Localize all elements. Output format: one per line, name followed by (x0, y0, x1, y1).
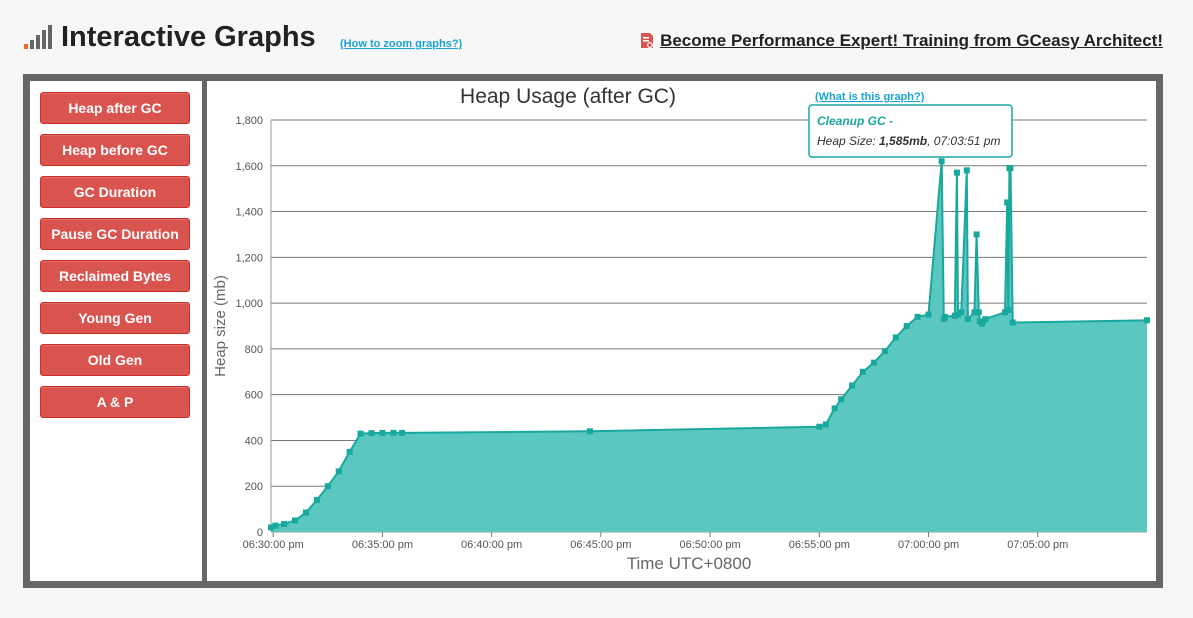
data-point[interactable] (586, 428, 593, 435)
data-point[interactable] (860, 368, 867, 375)
graph-selector-sidebar: Heap after GC Heap before GC GC Duration… (30, 81, 202, 581)
data-point[interactable] (941, 313, 948, 320)
heap-before-gc-button[interactable]: Heap before GC (40, 134, 190, 166)
data-point[interactable] (281, 520, 288, 527)
a-and-p-button[interactable]: A & P (40, 386, 190, 418)
data-point[interactable] (292, 517, 299, 524)
data-point[interactable] (881, 348, 888, 355)
tooltip-title: Cleanup GC - (817, 114, 893, 128)
reclaimed-bytes-button[interactable]: Reclaimed Bytes (40, 260, 190, 292)
heap-area (271, 161, 1147, 532)
x-axis-label: Time UTC+0800 (627, 554, 752, 573)
x-tick-label: 07:00:00 pm (898, 539, 959, 551)
graph-container: Heap after GC Heap before GC GC Duration… (23, 74, 1163, 588)
x-tick-label: 07:05:00 pm (1007, 539, 1068, 551)
y-axis-ticks: 0 200 400 600 800 1,000 1,200 1,400 1,600 1,800 (235, 115, 263, 539)
y-tick-label: 200 (245, 481, 263, 493)
data-point[interactable] (346, 448, 353, 455)
data-point[interactable] (938, 158, 945, 165)
data-point[interactable] (958, 309, 965, 316)
chart-panel: Heap Usage (after GC) (What is this grap… (207, 81, 1156, 581)
data-point[interactable] (268, 524, 274, 531)
data-point[interactable] (831, 405, 838, 412)
data-point[interactable] (982, 316, 989, 323)
tooltip-time: , 07:03:51 pm (927, 134, 1000, 148)
x-tick-label: 06:55:00 pm (789, 539, 850, 551)
data-point[interactable] (1007, 165, 1014, 172)
data-point[interactable] (1002, 309, 1009, 316)
header: Interactive Graphs (How to zoom graphs?)… (0, 0, 1193, 75)
zoom-help-link[interactable]: (How to zoom graphs?) (340, 38, 463, 50)
promo-link[interactable]: Become Performance Expert! Training from… (660, 31, 1163, 50)
chart-tooltip: Cleanup GC - Heap Size: 1,585mb, 07:03:5… (808, 104, 1013, 158)
tooltip-box (808, 104, 1013, 158)
y-tick-label: 800 (245, 344, 263, 356)
data-point[interactable] (1009, 319, 1016, 326)
y-tick-label: 400 (245, 435, 263, 447)
y-tick-label: 0 (257, 527, 263, 539)
heap-usage-chart[interactable]: Heap Usage (after GC) (What is this grap… (207, 81, 1156, 581)
data-point[interactable] (955, 311, 962, 318)
data-point[interactable] (399, 429, 406, 436)
tooltip-body: Heap Size: 1,585mb, 07:03:51 pm (817, 134, 1000, 148)
data-point[interactable] (975, 309, 982, 316)
data-point[interactable] (302, 509, 309, 516)
data-point[interactable] (892, 334, 899, 341)
data-point[interactable] (368, 430, 375, 437)
data-point[interactable] (838, 396, 845, 403)
data-point[interactable] (953, 169, 960, 176)
data-point[interactable] (963, 167, 970, 174)
tooltip-value: 1,585mb (879, 134, 927, 148)
data-point[interactable] (822, 421, 829, 428)
x-axis-ticks: 06:30:00 pm 06:35:00 pm 06:40:00 pm 06:45:0… (243, 120, 1147, 551)
y-tick-label: 1,200 (235, 252, 263, 264)
y-tick-label: 1,000 (235, 298, 263, 310)
gc-duration-button[interactable]: GC Duration (40, 176, 190, 208)
data-point[interactable] (849, 382, 856, 389)
data-point[interactable] (1144, 317, 1150, 324)
data-point[interactable] (964, 316, 971, 323)
data-point[interactable] (816, 423, 823, 430)
old-gen-button[interactable]: Old Gen (40, 344, 190, 376)
x-tick-label: 06:35:00 pm (352, 539, 413, 551)
tooltip-label: Heap Size: (817, 134, 876, 148)
data-point[interactable] (272, 522, 279, 529)
data-point[interactable] (313, 496, 320, 503)
data-point[interactable] (379, 429, 386, 436)
data-point[interactable] (971, 309, 978, 316)
data-point[interactable] (1005, 306, 1012, 313)
heap-after-gc-button[interactable]: Heap after GC (40, 92, 190, 124)
young-gen-button[interactable]: Young Gen (40, 302, 190, 334)
data-point[interactable] (951, 312, 958, 319)
pause-gc-duration-button[interactable]: Pause GC Duration (40, 218, 190, 250)
data-point[interactable] (925, 311, 932, 318)
data-point[interactable] (903, 323, 910, 329)
data-point[interactable] (973, 231, 980, 238)
y-tick-label: 1,800 (235, 115, 263, 127)
data-point[interactable] (1004, 199, 1011, 206)
data-point[interactable] (324, 483, 331, 490)
chart-title: Heap Usage (after GC) (460, 85, 676, 108)
certificate-icon (641, 33, 654, 48)
y-tick-label: 600 (245, 390, 263, 402)
heap-points[interactable] (268, 158, 1150, 531)
y-tick-label: 1,600 (235, 161, 263, 173)
data-point[interactable] (914, 313, 921, 320)
page-title: Interactive Graphs (61, 21, 316, 53)
data-point[interactable] (390, 429, 397, 436)
x-tick-label: 06:50:00 pm (680, 539, 741, 551)
x-tick-label: 06:30:00 pm (243, 539, 304, 551)
x-tick-label: 06:40:00 pm (461, 539, 522, 551)
data-point[interactable] (335, 468, 342, 475)
x-tick-label: 06:45:00 pm (570, 539, 631, 551)
what-is-this-graph-link[interactable]: (What is this graph?) (815, 91, 925, 103)
data-point[interactable] (357, 430, 364, 437)
data-point[interactable] (870, 359, 877, 366)
y-tick-label: 1,400 (235, 207, 263, 219)
y-axis-label: Heap size (mb) (212, 275, 229, 377)
promo-banner[interactable]: Become Performance Expert! Training from… (640, 31, 1163, 51)
signal-bars-icon (24, 25, 52, 49)
